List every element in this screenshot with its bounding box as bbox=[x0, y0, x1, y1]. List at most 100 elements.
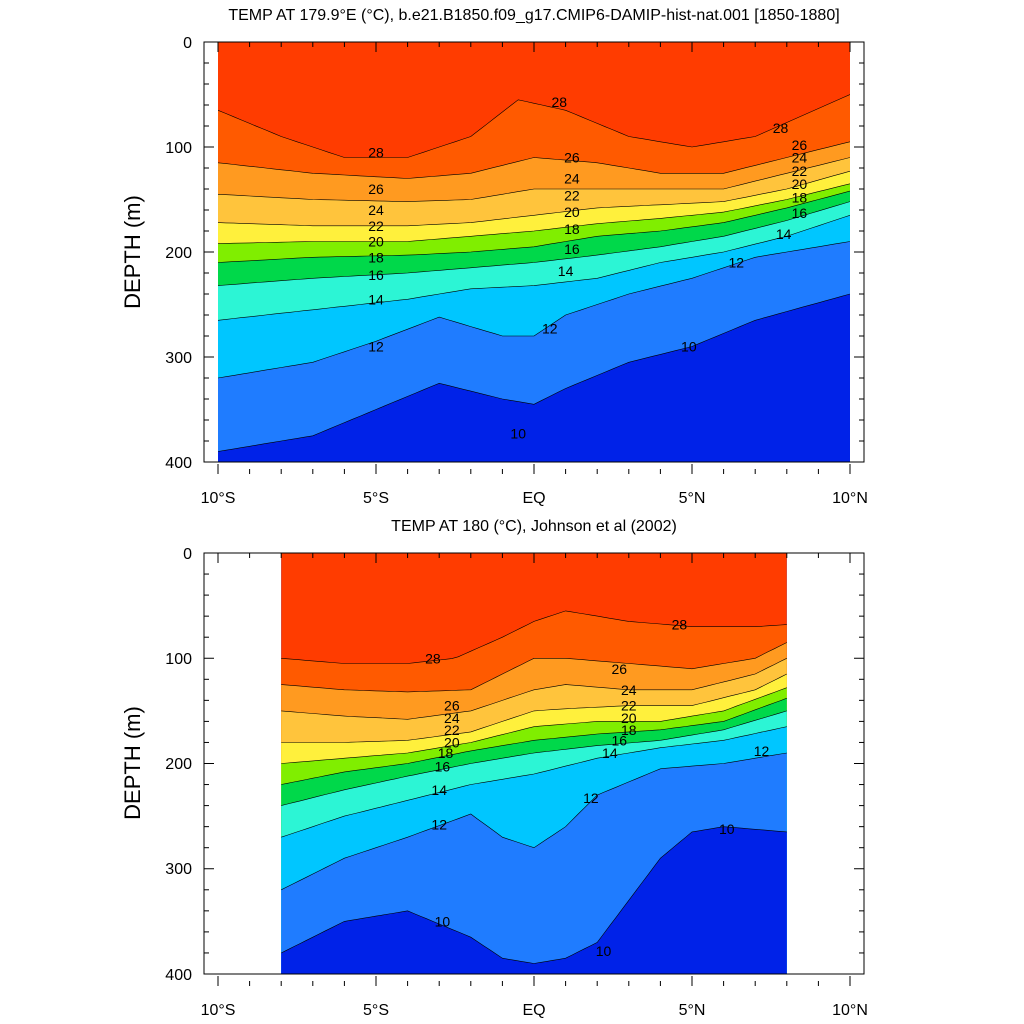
isotherm-12 bbox=[218, 241, 850, 379]
contour-band-10 bbox=[218, 294, 850, 462]
panel-bottom-ylabel: DEPTH (m) bbox=[120, 706, 145, 820]
x-tick-label: 5°S bbox=[363, 490, 389, 507]
contour-label: 20 bbox=[368, 234, 384, 250]
contour-label: 24 bbox=[792, 150, 808, 166]
contour-label: 24 bbox=[621, 682, 637, 698]
contour-label: 14 bbox=[368, 291, 384, 307]
panel-top: TEMP AT 179.9°E (°C), b.e21.B1850.f09_g1… bbox=[120, 7, 868, 507]
panel-top-ylabel: DEPTH (m) bbox=[120, 195, 145, 309]
isotherm-24 bbox=[218, 157, 850, 202]
y-tick-label: 300 bbox=[165, 350, 192, 367]
contour-label: 16 bbox=[792, 205, 808, 221]
x-tick-label: 10°N bbox=[832, 490, 868, 507]
isotherm-26 bbox=[218, 141, 850, 179]
contour-label: 18 bbox=[792, 189, 808, 205]
panel-top-filled-contours bbox=[218, 42, 850, 462]
contour-label: 22 bbox=[621, 698, 637, 714]
contour-label: 22 bbox=[792, 163, 808, 179]
contour-label: 20 bbox=[621, 710, 637, 726]
contour-label: 24 bbox=[368, 202, 384, 218]
panel-bottom-filled-contours bbox=[281, 553, 787, 974]
contour-label: 16 bbox=[612, 732, 628, 748]
y-tick-label: 300 bbox=[165, 861, 192, 878]
isotherm-10 bbox=[218, 293, 850, 452]
contour-label: 12 bbox=[431, 817, 447, 833]
x-tick-label: 5°N bbox=[679, 490, 706, 507]
x-tick-label: 10°S bbox=[201, 1002, 236, 1019]
contour-label: 20 bbox=[792, 176, 808, 192]
panel-top-contour-lines bbox=[218, 94, 850, 452]
contour-label: 16 bbox=[368, 267, 384, 283]
contour-label: 26 bbox=[444, 698, 460, 714]
isotherm-28 bbox=[281, 610, 787, 664]
contour-label: 24 bbox=[444, 710, 460, 726]
contour-label: 26 bbox=[792, 137, 808, 153]
x-tick-label: 5°S bbox=[363, 1002, 389, 1019]
panel-bottom: TEMP AT 180 (°C), Johnson et al (2002) 2… bbox=[120, 518, 868, 1019]
isotherm-12 bbox=[281, 752, 787, 891]
contour-label: 28 bbox=[672, 617, 688, 633]
isotherm-14 bbox=[281, 726, 787, 838]
contour-label: 10 bbox=[719, 821, 735, 837]
contour-label: 18 bbox=[621, 722, 637, 738]
contour-label: 28 bbox=[551, 94, 567, 110]
contour-label: 18 bbox=[564, 221, 580, 237]
isotherm-10 bbox=[281, 826, 787, 964]
contour-label: 12 bbox=[728, 255, 744, 271]
panel-top-title: TEMP AT 179.9°E (°C), b.e21.B1850.f09_g1… bbox=[228, 7, 839, 24]
contour-label: 12 bbox=[583, 790, 599, 806]
isotherm-22 bbox=[218, 170, 850, 227]
x-tick-label: 10°N bbox=[832, 1002, 868, 1019]
x-tick-label: 5°N bbox=[679, 1002, 706, 1019]
contour-label: 22 bbox=[368, 218, 384, 234]
y-tick-label: 400 bbox=[165, 455, 192, 472]
contour-label: 24 bbox=[564, 171, 580, 187]
y-tick-label: 400 bbox=[165, 967, 192, 984]
contour-label: 10 bbox=[510, 426, 526, 442]
contour-label: 14 bbox=[431, 782, 447, 798]
contour-label: 10 bbox=[681, 339, 697, 355]
y-tick-label: 200 bbox=[165, 245, 192, 262]
contour-label: 14 bbox=[602, 745, 618, 761]
contour-label: 14 bbox=[558, 263, 574, 279]
contour-label: 26 bbox=[612, 661, 628, 677]
panel-top-ticks bbox=[204, 41, 864, 474]
contour-label: 14 bbox=[776, 226, 792, 242]
contour-label: 12 bbox=[754, 743, 770, 759]
contour-label: 12 bbox=[542, 321, 558, 337]
contour-label: 20 bbox=[444, 734, 460, 750]
isotherm-24 bbox=[281, 658, 787, 720]
isotherm-14 bbox=[218, 215, 850, 321]
isotherm-18 bbox=[218, 190, 850, 263]
contour-label: 28 bbox=[368, 144, 384, 160]
contour-label: 18 bbox=[368, 249, 384, 265]
contour-band-10 bbox=[281, 826, 787, 974]
contour-label: 16 bbox=[564, 241, 580, 257]
isotherm-18 bbox=[281, 697, 787, 785]
isotherm-28 bbox=[218, 94, 850, 158]
contour-label: 18 bbox=[438, 745, 454, 761]
panel-bottom-title: TEMP AT 180 (°C), Johnson et al (2002) bbox=[391, 518, 677, 535]
contour-label: 22 bbox=[564, 187, 580, 203]
isotherm-26 bbox=[281, 642, 787, 693]
panel-bottom-ticks bbox=[204, 552, 864, 986]
contour-label: 12 bbox=[368, 339, 384, 355]
y-tick-label: 100 bbox=[165, 140, 192, 157]
x-tick-label: EQ bbox=[522, 490, 545, 507]
contour-label: 22 bbox=[444, 722, 460, 738]
isotherm-22 bbox=[281, 673, 787, 743]
isotherm-20 bbox=[218, 183, 850, 244]
contour-label: 10 bbox=[596, 943, 612, 959]
contour-label: 10 bbox=[435, 913, 451, 929]
y-tick-label: 200 bbox=[165, 756, 192, 773]
contour-label: 28 bbox=[773, 120, 789, 136]
y-tick-label: 100 bbox=[165, 651, 192, 668]
x-tick-label: EQ bbox=[522, 1002, 545, 1019]
y-tick-label: 0 bbox=[183, 35, 192, 52]
contour-label: 16 bbox=[435, 759, 451, 775]
contour-label: 28 bbox=[425, 650, 441, 666]
isotherm-16 bbox=[218, 201, 850, 286]
panel-bottom-contour-labels: 2828262624242222202018181616141412121210… bbox=[425, 617, 769, 959]
panel-bottom-contour-lines bbox=[281, 610, 787, 964]
